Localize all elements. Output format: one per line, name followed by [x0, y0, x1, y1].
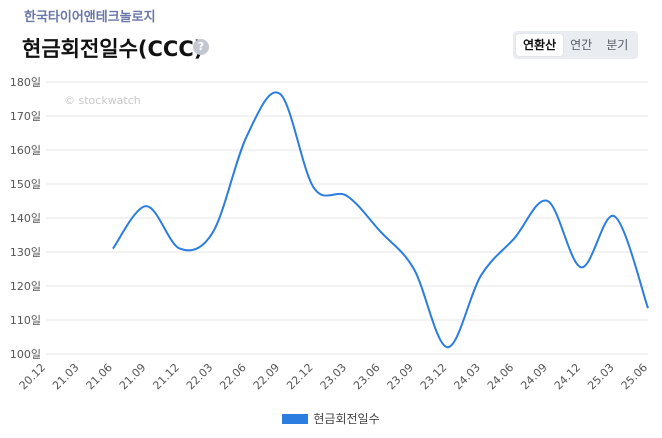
y-tick-label: 120일 [10, 279, 41, 293]
y-tick-label: 130일 [10, 245, 41, 259]
x-tick-label: 22.06 [217, 361, 248, 392]
x-tick-label: 21.12 [150, 361, 181, 392]
x-tick-label: 24.03 [451, 361, 482, 392]
company-name: 한국타이어앤테크놀로지 [24, 10, 156, 25]
x-tick-label: 24.06 [485, 361, 516, 392]
tab-quarterly[interactable]: 분기 [606, 38, 629, 52]
series-line-ccc [112, 91, 649, 349]
x-tick-label: 22.09 [251, 361, 282, 392]
question-circle-icon[interactable]: ? [193, 39, 209, 55]
legend-swatch [282, 413, 309, 424]
x-tick-label: 20.12 [17, 361, 48, 392]
y-tick-label: 110일 [10, 313, 41, 327]
x-tick-label: 23.03 [318, 361, 349, 392]
period-toggle: 연환산 연간 분기 [513, 31, 639, 59]
y-tick-label: 140일 [10, 211, 41, 225]
x-tick-label: 25.06 [619, 361, 650, 392]
x-tick-label: 23.06 [351, 361, 382, 392]
watermark: © stockwatch [64, 94, 141, 107]
tab-annual[interactable]: 연간 [570, 38, 593, 52]
y-tick-label: 100일 [10, 347, 41, 361]
x-tick-label: 23.12 [418, 361, 449, 392]
y-tick-label: 180일 [10, 75, 41, 89]
x-tick-label: 24.09 [518, 361, 549, 392]
tab-annualized[interactable]: 연환산 [516, 34, 564, 56]
y-tick-label: 170일 [10, 109, 41, 123]
x-tick-label: 23.09 [385, 361, 416, 392]
x-tick-label: 21.09 [117, 361, 148, 392]
page-title: 현금회전일수(CCC) [22, 37, 204, 61]
x-tick-label: 24.12 [552, 361, 583, 392]
legend-label[interactable]: 현금회전일수 [313, 412, 380, 426]
x-tick-label: 22.12 [284, 361, 315, 392]
legend: 현금회전일수 [0, 410, 662, 427]
x-tick-label: 21.06 [84, 361, 115, 392]
x-tick-label: 25.03 [585, 361, 616, 392]
x-tick-label: 22.03 [184, 361, 215, 392]
y-tick-label: 160일 [10, 143, 41, 157]
y-tick-label: 150일 [10, 177, 41, 191]
line-chart: 100일 110일 120일 130일 140일 150일 160일 170일 180일 20.… [10, 75, 650, 392]
x-tick-label: 21.03 [50, 361, 81, 392]
